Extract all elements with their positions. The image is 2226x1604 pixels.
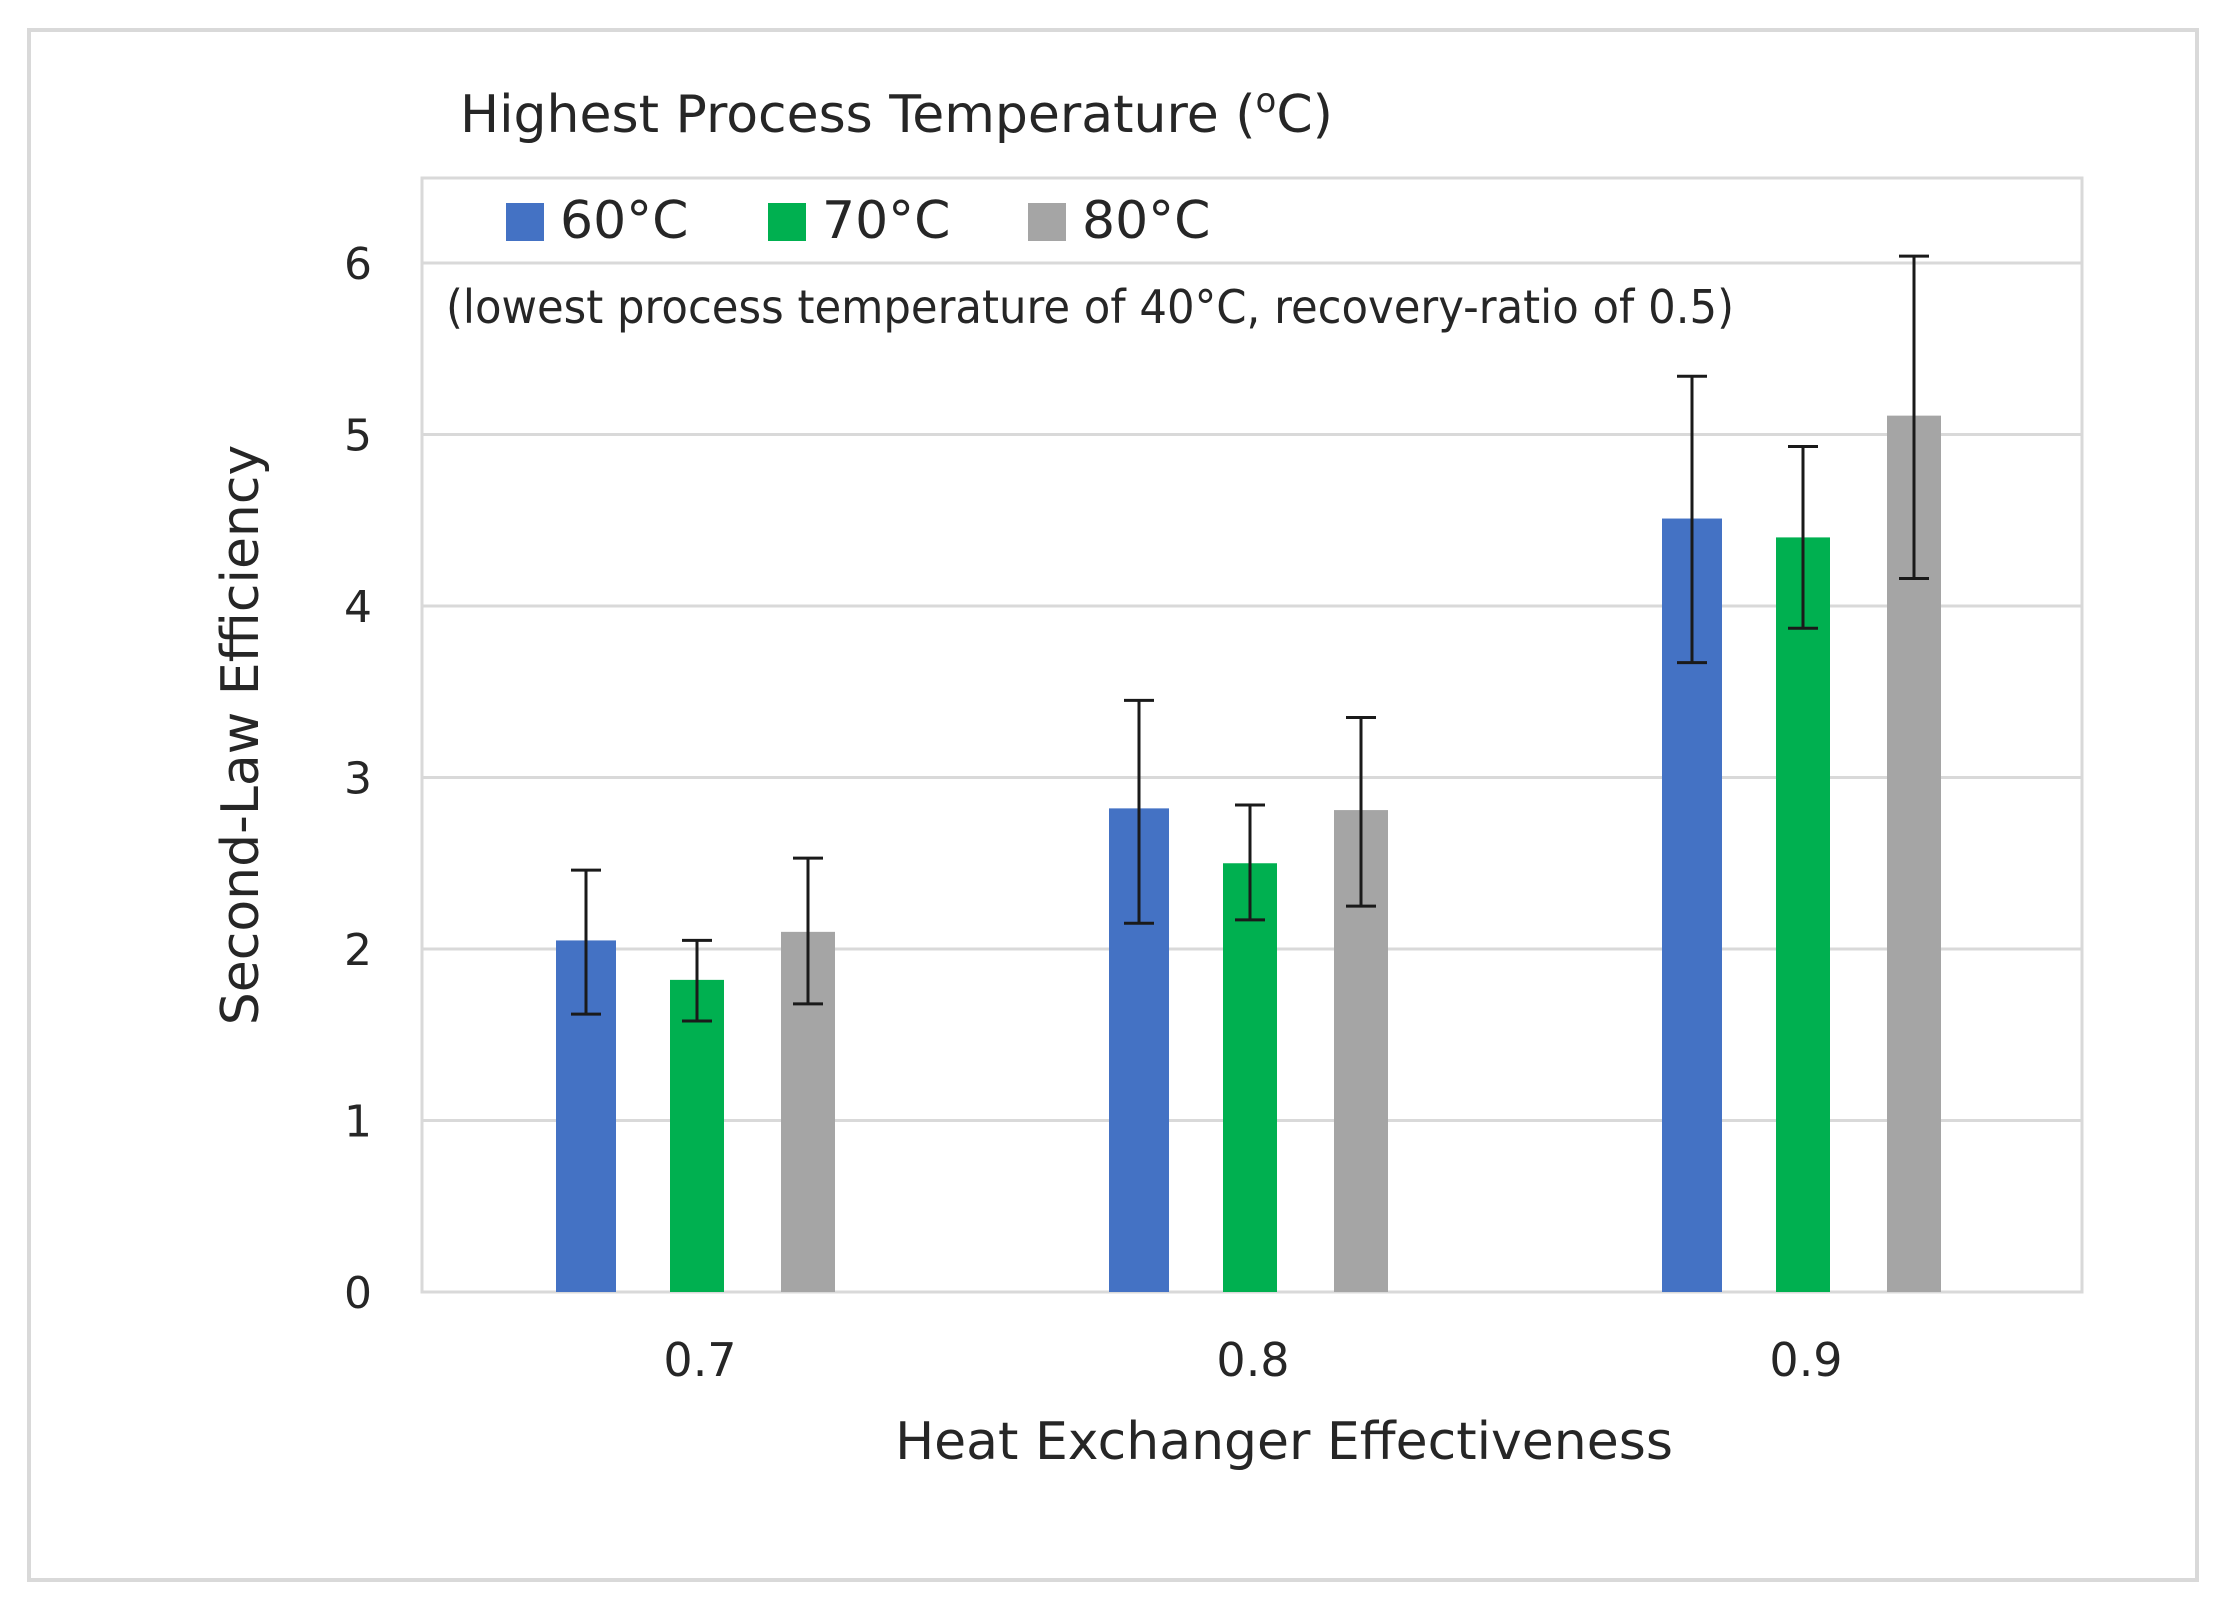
- bars: [556, 415, 1941, 1292]
- chart-annotation: (lowest process temperature of 40°C, rec…: [446, 280, 1734, 334]
- y-tick-label: 6: [344, 239, 372, 290]
- y-tick-label: 1: [344, 1097, 372, 1148]
- y-tick-label: 2: [344, 925, 372, 976]
- y-tick-label: 4: [344, 582, 372, 633]
- y-tick-label: 0: [344, 1268, 372, 1319]
- y-axis-ticks: 0 1 2 3 4 5 6: [344, 239, 372, 1319]
- y-tick-label: 3: [344, 754, 372, 805]
- legend-label: 80°C: [1082, 191, 1210, 251]
- error-bars: [571, 254, 1929, 1023]
- legend-label: 60°C: [560, 191, 688, 251]
- y-axis-label: Second-Law Efficiency: [211, 445, 271, 1026]
- x-axis-ticks: 0.7 0.8 0.9: [663, 1333, 1842, 1387]
- chart-title-superscript: o: [1256, 81, 1277, 121]
- legend-label: 70°C: [822, 191, 950, 251]
- chart-frame: [27, 28, 2199, 1582]
- y-tick-label: 5: [344, 411, 372, 462]
- legend-swatch: [1028, 203, 1066, 241]
- x-axis-label: Heat Exchanger Effectiveness: [895, 1412, 1673, 1472]
- bar: [1776, 537, 1830, 1292]
- x-tick-label: 0.8: [1216, 1333, 1289, 1387]
- chart-title: Highest Process Temperature (oC): [460, 81, 1333, 145]
- chart-title-end: C): [1276, 85, 1333, 145]
- x-tick-label: 0.9: [1769, 1333, 1842, 1387]
- bar: [670, 979, 724, 1292]
- legend-swatch: [506, 203, 544, 241]
- x-tick-label: 0.7: [663, 1333, 736, 1387]
- legend: 60°C 70°C 80°C: [506, 191, 1210, 251]
- bar: [1223, 863, 1277, 1292]
- legend-swatch: [768, 203, 806, 241]
- chart-title-main: Highest Process Temperature (: [460, 85, 1256, 145]
